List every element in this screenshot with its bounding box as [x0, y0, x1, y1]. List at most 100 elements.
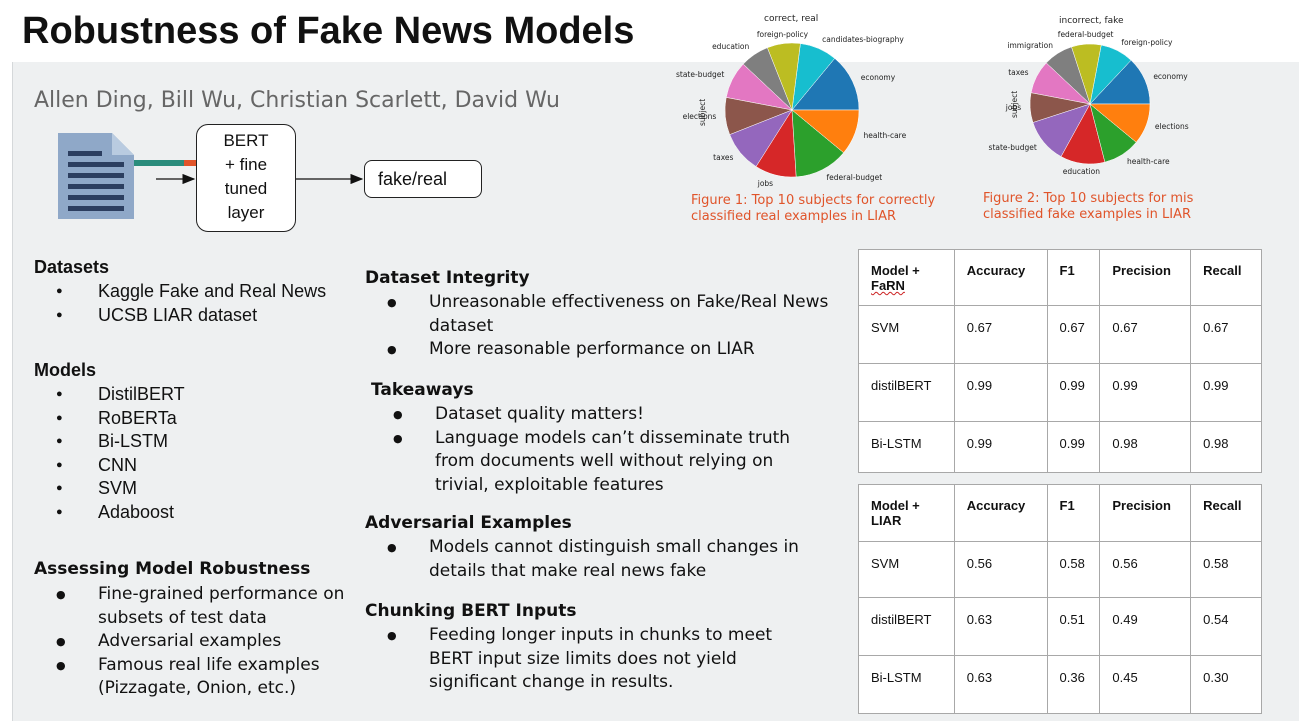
table-cell: 0.63 — [953, 597, 1048, 656]
table-header-cell: Model + FaRN — [858, 249, 955, 306]
list-item: Dataset quality matters! — [371, 403, 811, 427]
table-cell: 0.99 — [953, 421, 1048, 473]
chart-title: correct, real — [764, 14, 819, 24]
header-text: LIAR — [871, 513, 902, 528]
pie-slice-label: taxes — [713, 153, 734, 163]
pie-slice-label: economy — [1153, 71, 1188, 81]
list-item: CNN — [34, 454, 334, 478]
table-cell: Bi-LSTM — [858, 655, 955, 714]
table-header-cell: F1 — [1046, 484, 1101, 542]
authors: Allen Ding, Bill Wu, Christian Scarlett,… — [34, 88, 560, 113]
models-list: DistilBERT RoBERTa Bi-LSTM CNN SVM Adabo… — [34, 383, 334, 524]
header-text: Model + — [871, 263, 920, 278]
pie-slice-label: jobs — [1005, 103, 1022, 113]
pie-slice — [1089, 103, 1151, 143]
pie-slice — [791, 58, 860, 111]
list-item: Unreasonable effectiveness on Fake/Real … — [365, 291, 835, 338]
header-text: Model + — [871, 498, 920, 513]
chunking-list: Feeding longer inputs in chunks to meet … — [365, 624, 805, 695]
pie-slice-label: health-care — [863, 130, 907, 140]
list-item: Adaboost — [34, 501, 334, 525]
table-cell: 0.49 — [1099, 597, 1192, 656]
table-cell: 0.63 — [953, 655, 1048, 714]
table-cell: 0.67 — [953, 305, 1048, 364]
list-item: Feeding longer inputs in chunks to meet … — [365, 624, 805, 695]
bert-model-box: BERT + fine tuned layer — [196, 124, 296, 232]
table-row: SVM 0.56 0.58 0.56 0.58 — [858, 541, 1262, 598]
results-table-farn: Model + FaRN Accuracy F1 Precision Recall… — [858, 249, 1262, 473]
table-cell: 0.54 — [1190, 597, 1262, 656]
table-cell: 0.99 — [1099, 363, 1192, 422]
list-item: Fine-grained performance on subsets of t… — [34, 583, 354, 630]
integrity-list: Unreasonable effectiveness on Fake/Real … — [365, 291, 835, 362]
table-cell: 0.99 — [1046, 421, 1101, 473]
table-cell: 0.36 — [1046, 655, 1101, 714]
model-line: tuned — [224, 179, 268, 198]
table-cell: 0.98 — [1190, 421, 1262, 473]
chart-title: incorrect, fake — [1059, 16, 1124, 26]
table-cell: 0.67 — [1046, 305, 1101, 364]
table-cell: 0.45 — [1099, 655, 1192, 714]
pie-slice-label: foreign-policy — [756, 29, 809, 39]
model-line: layer — [227, 203, 265, 222]
table-cell: 0.67 — [1099, 305, 1192, 364]
pie-chart-2 — [1029, 43, 1151, 165]
table-cell: Bi-LSTM — [858, 421, 955, 473]
pie-slice-label: federal-budget — [826, 172, 883, 182]
table-cell: SVM — [858, 541, 955, 598]
pie-slice-label: economy — [860, 72, 896, 82]
list-item: RoBERTa — [34, 407, 334, 431]
takeaways-list: Dataset quality matters! Language models… — [371, 403, 811, 497]
pie-slice-label: state-budget — [988, 142, 1037, 152]
list-item: More reasonable performance on LIAR — [365, 338, 835, 362]
table-row: distilBERT 0.99 0.99 0.99 0.99 — [858, 363, 1262, 422]
takeaways-heading: Takeaways — [371, 380, 474, 400]
pie-slice-label: jobs — [757, 178, 774, 188]
list-item: DistilBERT — [34, 383, 334, 407]
pie-chart-1 — [724, 42, 860, 178]
pie-slice-label: elections — [1154, 122, 1189, 132]
pie-slice-label: education — [1062, 167, 1100, 177]
table-row: distilBERT 0.63 0.51 0.49 0.54 — [858, 597, 1262, 656]
table-cell: 0.58 — [1046, 541, 1101, 598]
table-cell: 0.30 — [1190, 655, 1262, 714]
adversarial-list: Models cannot distinguish small changes … — [365, 536, 830, 583]
table-header-cell: Precision — [1099, 484, 1192, 542]
model-line: BERT — [223, 131, 269, 150]
adversarial-heading: Adversarial Examples — [365, 513, 572, 533]
output-box: fake/real — [364, 160, 482, 198]
table-cell: distilBERT — [858, 363, 955, 422]
robustness-heading: Assessing Model Robustness — [34, 559, 311, 579]
table-header-row: Model + FaRN Accuracy F1 Precision Recall — [858, 249, 1262, 306]
list-item: UCSB LIAR dataset — [34, 304, 364, 328]
list-item: Famous real life examples (Pizzagate, On… — [34, 654, 354, 701]
pie-slice-label: elections — [682, 112, 717, 122]
list-item: Models cannot distinguish small changes … — [365, 536, 830, 583]
pie-slice-label: taxes — [1008, 67, 1029, 77]
table-header-cell: Recall — [1190, 484, 1262, 542]
robustness-list: Fine-grained performance on subsets of t… — [34, 583, 354, 701]
figure-caption: Figure 2: Top 10 subjects for mis classi… — [983, 191, 1194, 222]
table-row: Bi-LSTM 0.99 0.99 0.98 0.98 — [858, 421, 1262, 473]
table-cell: 0.56 — [953, 541, 1048, 598]
page-title: Robustness of Fake News Models — [22, 10, 635, 52]
table-cell: distilBERT — [858, 597, 955, 656]
table-header-cell: Recall — [1190, 249, 1262, 306]
table-cell: 0.51 — [1046, 597, 1101, 656]
table-cell: 0.58 — [1190, 541, 1262, 598]
table-cell: SVM — [858, 305, 955, 364]
table-cell: 0.56 — [1099, 541, 1192, 598]
figure-caption: Figure 1: Top 10 subjects for correctly … — [691, 193, 936, 224]
table-cell: 0.99 — [1190, 363, 1262, 422]
header-text: FaRN — [871, 278, 905, 293]
pie-slice-label: immigration — [1007, 40, 1054, 50]
list-item: Adversarial examples — [34, 630, 354, 654]
table-header-cell: Accuracy — [953, 249, 1048, 306]
table-header-cell: F1 — [1046, 249, 1101, 306]
list-item: Bi-LSTM — [34, 430, 334, 454]
list-item: Language models can’t disseminate truth … — [371, 427, 811, 498]
pie-slice-label: candidates-biography — [822, 35, 904, 45]
integrity-heading: Dataset Integrity — [365, 268, 530, 288]
table-cell: 0.99 — [1046, 363, 1101, 422]
